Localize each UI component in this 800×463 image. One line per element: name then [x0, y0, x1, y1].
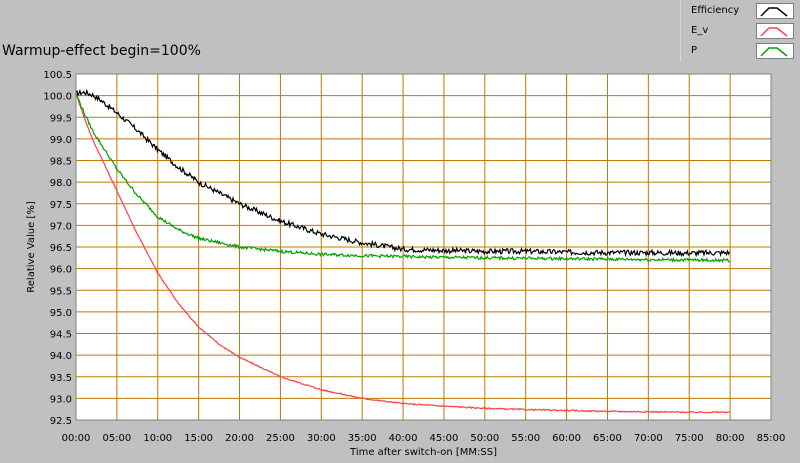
x-tick-label: 15:00 [184, 433, 213, 444]
x-tick-label: 70:00 [634, 433, 663, 444]
x-tick-label: 10:00 [143, 433, 172, 444]
y-tick-label: 94.0 [50, 351, 72, 362]
x-tick-label: 30:00 [307, 433, 336, 444]
x-tick-label: 80:00 [716, 433, 745, 444]
y-tick-label: 99.0 [50, 135, 72, 146]
x-tick-label: 35:00 [348, 433, 377, 444]
y-tick-label: 97.0 [50, 221, 72, 232]
x-tick-label: 55:00 [511, 433, 540, 444]
legend-label-p: P [691, 45, 698, 56]
x-tick-label: 50:00 [470, 433, 499, 444]
x-tick-label: 25:00 [266, 433, 295, 444]
legend-label-ev: E_v [691, 25, 709, 36]
x-tick-label: 45:00 [430, 433, 459, 444]
y-tick-label: 100.0 [43, 92, 72, 103]
x-tick-label: 60:00 [552, 433, 581, 444]
legend-swatch-ev [756, 23, 794, 39]
legend-label-efficiency: Efficiency [691, 5, 740, 16]
x-tick-label: 05:00 [102, 433, 131, 444]
y-tick-label: 99.5 [50, 113, 72, 124]
legend-swatch-p [756, 43, 794, 59]
legend: Efficiency E_v P [680, 0, 799, 62]
y-tick-label: 93.5 [50, 373, 72, 384]
y-tick-label: 93.0 [50, 394, 72, 405]
legend-swatch-efficiency [756, 3, 794, 19]
legend-item-p: P [681, 41, 799, 61]
y-tick-label: 100.5 [43, 70, 72, 81]
x-tick-label: 40:00 [389, 433, 418, 444]
x-tick-label: 20:00 [225, 433, 254, 444]
x-axis-title: Time after switch-on [MM:SS] [349, 447, 497, 458]
chart-title: Warmup-effect begin=100% [2, 43, 201, 59]
y-tick-label: 98.5 [50, 157, 72, 168]
series-line-efficiency [75, 88, 731, 258]
x-tick-label: 00:00 [62, 433, 91, 444]
y-tick-label: 92.5 [50, 416, 72, 427]
series-line-p [75, 93, 730, 264]
y-axis-title: Relative Value [%] [26, 201, 37, 293]
series-line-e-v [75, 93, 730, 414]
legend-item-efficiency: Efficiency [681, 1, 799, 21]
y-tick-label: 94.5 [50, 330, 72, 341]
y-tick-label: 95.5 [50, 286, 72, 297]
y-tick-label: 97.5 [50, 200, 72, 211]
y-tick-label: 95.0 [50, 308, 72, 319]
x-tick-label: 85:00 [757, 433, 786, 444]
y-tick-label: 96.5 [50, 243, 72, 254]
y-tick-label: 96.0 [50, 265, 72, 276]
x-tick-label: 75:00 [675, 433, 704, 444]
x-tick-label: 65:00 [593, 433, 622, 444]
y-tick-label: 98.0 [50, 178, 72, 189]
legend-item-ev: E_v [681, 21, 799, 41]
